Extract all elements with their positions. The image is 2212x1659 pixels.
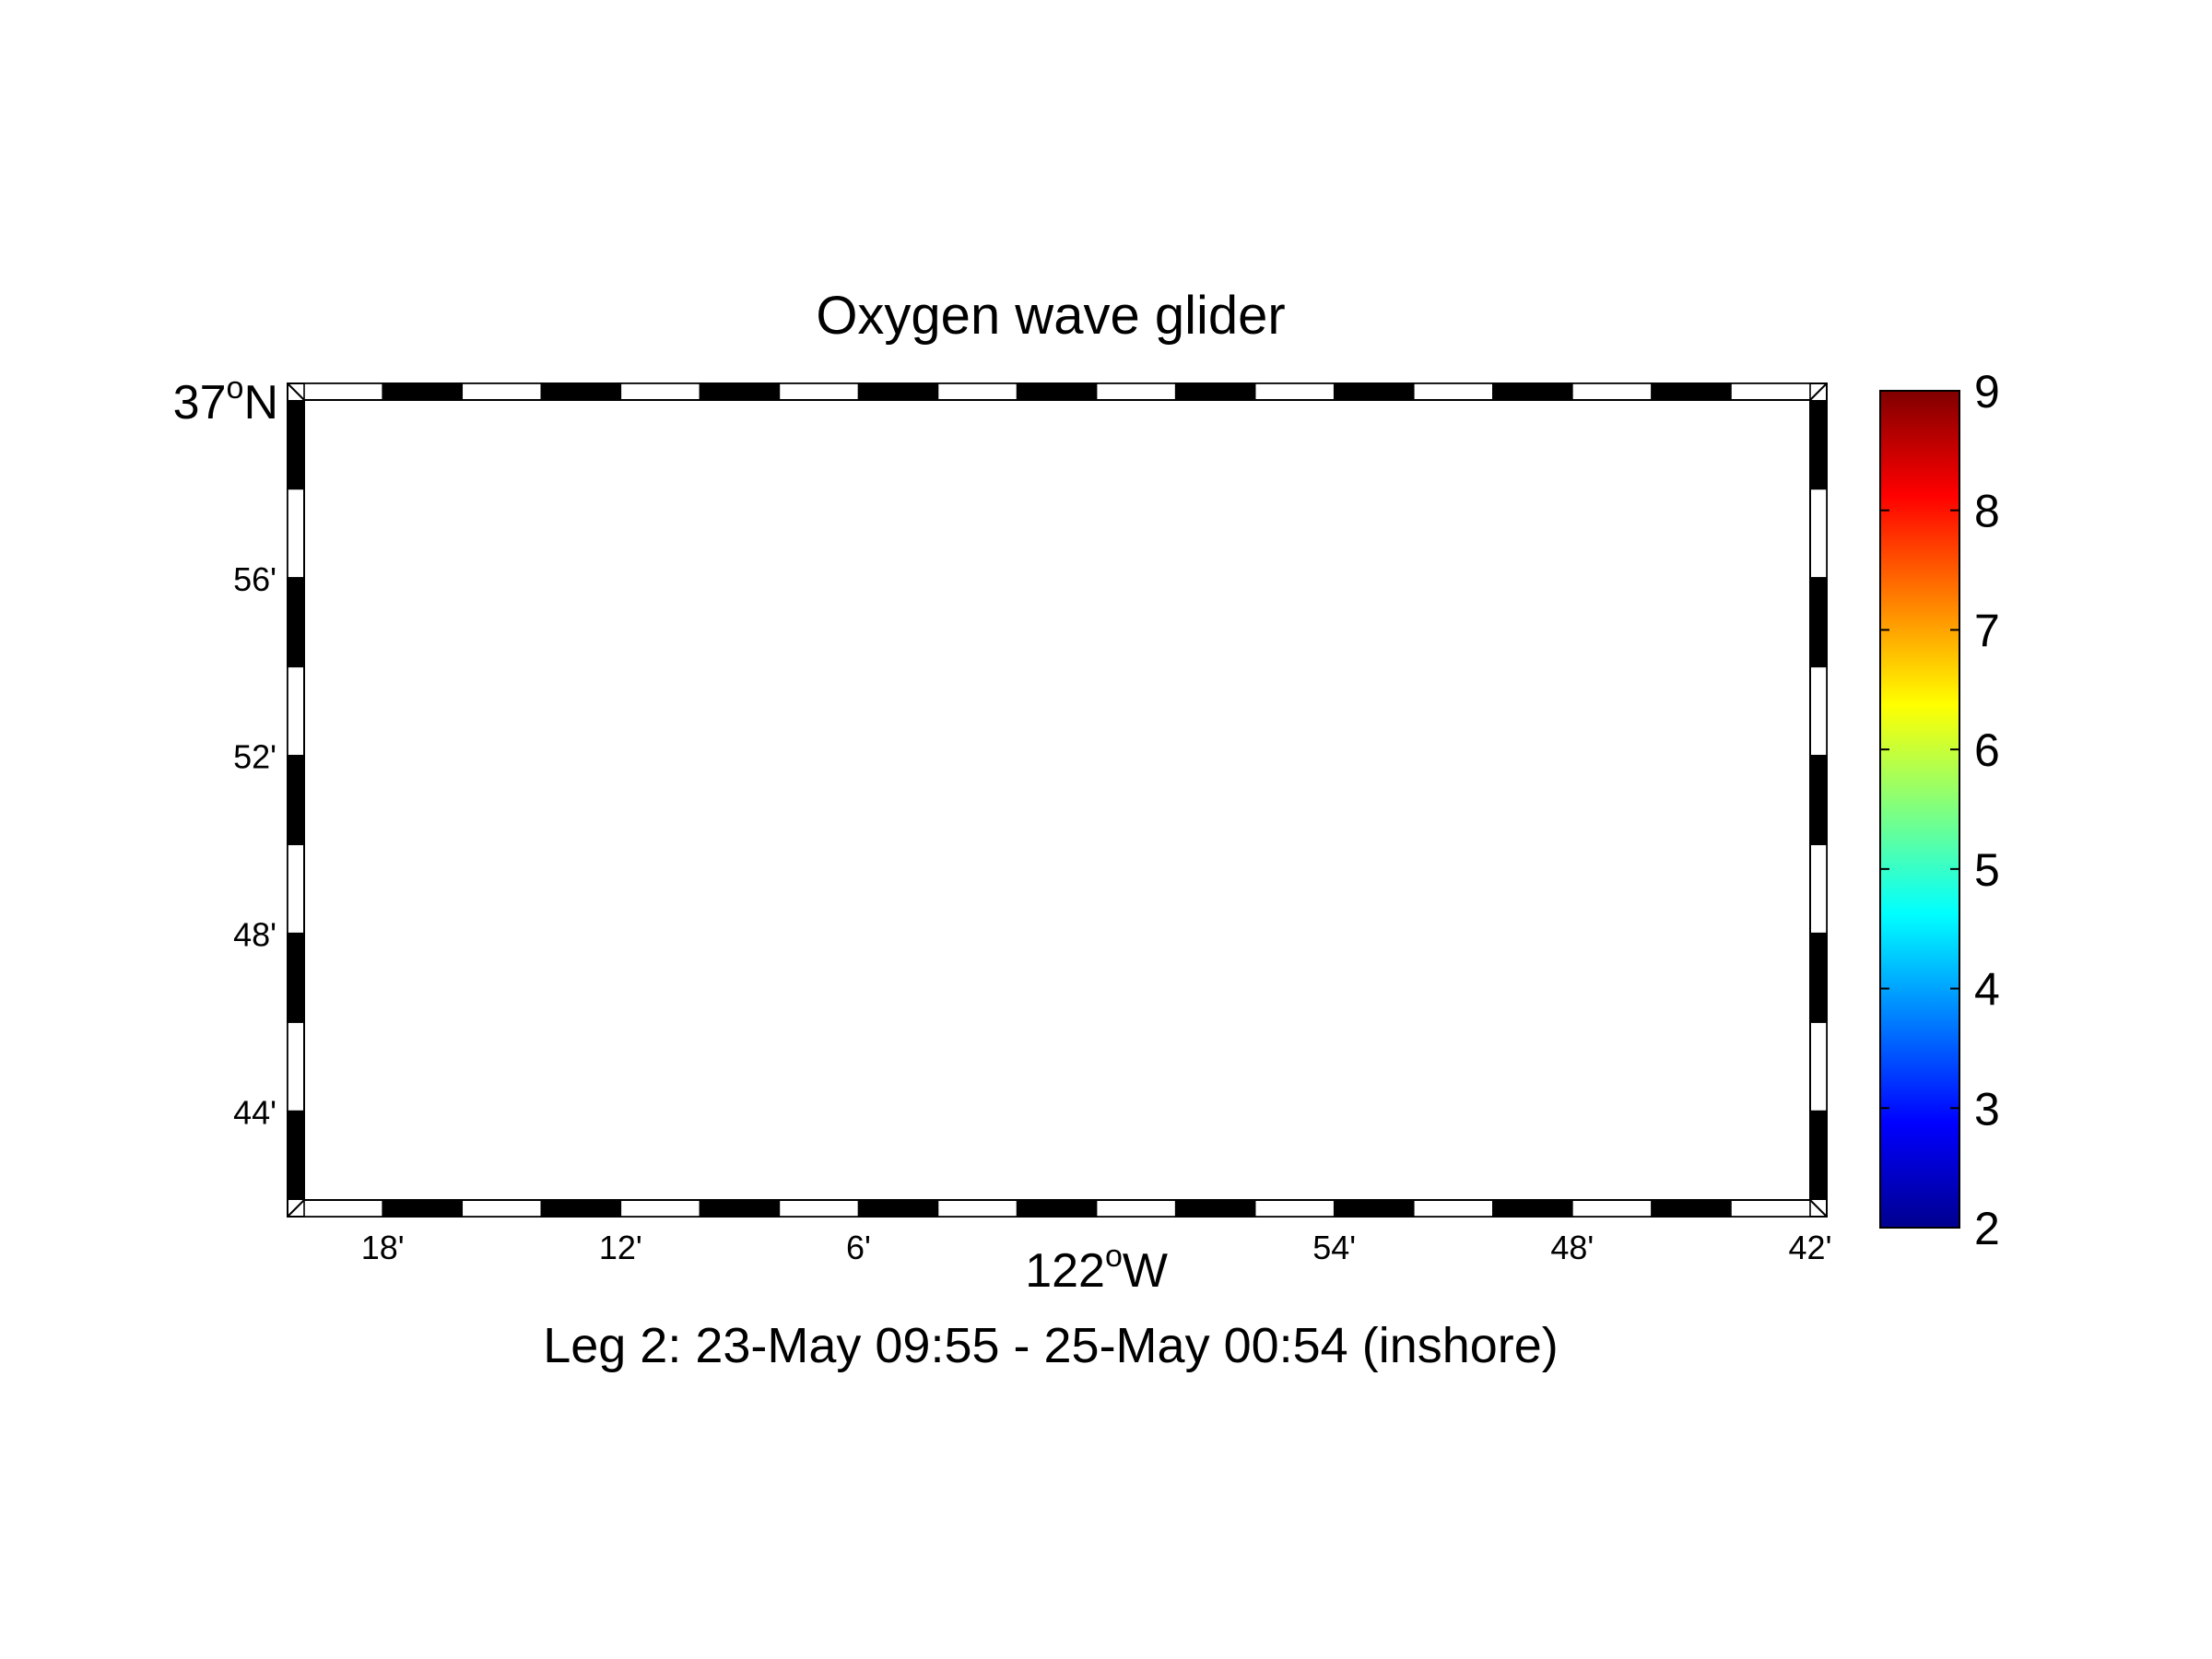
frame-segment-bottom xyxy=(858,1200,938,1217)
lon-tick-label-6: 42' xyxy=(1789,1229,1832,1266)
frame-segment-top xyxy=(1492,383,1572,400)
colorbar-tick-label-3: 5 xyxy=(1974,844,2000,896)
frame-segment-bottom xyxy=(1095,1199,1177,1218)
colorbar-tick-label-7: 9 xyxy=(1974,366,2000,418)
colorbar-tick-label-6: 8 xyxy=(1974,486,2000,537)
frame-segment-top xyxy=(858,383,938,400)
frame-segment-top xyxy=(1017,383,1097,400)
frame-segment-top xyxy=(700,383,780,400)
frame-segment-top xyxy=(1253,382,1335,401)
frame-segment-left xyxy=(287,843,305,935)
frame-segment-top xyxy=(382,383,463,400)
frame-segment-right xyxy=(1810,1111,1827,1200)
frame-segment-top xyxy=(936,382,1018,401)
frame-segment-bottom xyxy=(303,1199,383,1218)
colorbar-tick-label-4: 6 xyxy=(1974,724,2000,776)
frame-segment-bottom xyxy=(1492,1200,1572,1217)
frame-segment-right xyxy=(1810,400,1827,489)
frame-segment-left xyxy=(287,665,305,757)
colorbar: 2 3 4 5 6 7 8 9 xyxy=(1879,366,2000,1254)
frame-segment-bottom xyxy=(936,1199,1018,1218)
frame-segment-left xyxy=(288,1111,304,1200)
frame-segment-top xyxy=(541,383,621,400)
frame-segment-left xyxy=(288,400,304,489)
frame-segment-bottom xyxy=(1017,1200,1097,1217)
frame-segment-right xyxy=(1809,1021,1828,1112)
chart-title: Oxygen wave glider xyxy=(816,286,1285,346)
frame-segment-bottom xyxy=(1571,1199,1653,1218)
frame-segment-left xyxy=(288,755,304,845)
frame-segment-left xyxy=(287,1021,305,1112)
colorbar-tick-label-1: 3 xyxy=(1974,1083,2000,1135)
frame-segment-top xyxy=(1651,383,1731,400)
plot-border xyxy=(303,399,1811,1201)
frame-segment-right xyxy=(1809,843,1828,935)
frame-segment-bottom xyxy=(778,1199,860,1218)
frame-segment-right xyxy=(1809,665,1828,757)
colorbar-ticks: 2 3 4 5 6 7 8 9 xyxy=(1880,366,2000,1254)
colorbar-gradient xyxy=(1879,390,1960,1229)
frame-segment-top xyxy=(1730,382,1811,401)
colorbar-tick-label-0: 2 xyxy=(1974,1203,2000,1254)
frame-corner-3 xyxy=(1809,1199,1828,1218)
frame-segment-top xyxy=(1412,382,1494,401)
lat-tick-label-3: 48' xyxy=(233,916,276,954)
frame-segment-left xyxy=(287,488,305,579)
colorbar-tick-label-5: 7 xyxy=(1974,605,2000,656)
frame-segment-top xyxy=(303,382,383,401)
lat-tick-label-4: 44' xyxy=(233,1094,276,1132)
frame-corner-0 xyxy=(287,382,305,401)
lon-tick-label-5: 48' xyxy=(1550,1229,1594,1266)
frame-segment-top xyxy=(1095,382,1177,401)
frame-segment-bottom xyxy=(1253,1199,1335,1218)
frame-segment-top xyxy=(1175,383,1255,400)
lon-tick-label-1: 12' xyxy=(599,1229,642,1266)
frame-segment-bottom xyxy=(700,1200,780,1217)
lon-tick-label-2: 6' xyxy=(846,1229,871,1266)
frame-segment-top xyxy=(1571,382,1653,401)
chart-subtitle: Leg 2: 23-May 09:55 - 25-May 00:54 (insh… xyxy=(543,1318,1559,1373)
frame-segment-right xyxy=(1810,755,1827,845)
frame-segment-bottom xyxy=(1730,1199,1811,1218)
frame-segment-right xyxy=(1810,577,1827,667)
frame-segment-bottom xyxy=(461,1199,543,1218)
frame-segment-bottom xyxy=(1175,1200,1255,1217)
frame-segment-right xyxy=(1809,488,1828,579)
lon-tick-label-4: 54' xyxy=(1312,1229,1356,1266)
frame-segment-top xyxy=(461,382,543,401)
frame-segment-bottom xyxy=(1334,1200,1414,1217)
map-frame xyxy=(287,382,1828,1218)
frame-segment-top xyxy=(778,382,860,401)
lat-tick-label-1: 56' xyxy=(233,560,276,598)
frame-segment-bottom xyxy=(382,1200,463,1217)
frame-segment-left xyxy=(288,933,304,1023)
lat-tick-label-2: 52' xyxy=(233,738,276,776)
longitude-axis: 18' 12' 6' 122oW 54' 48' 42' xyxy=(361,1229,1832,1298)
frame-segment-bottom xyxy=(541,1200,621,1217)
frame-segment-top xyxy=(1334,383,1414,400)
colorbar-tick-label-2: 4 xyxy=(1974,964,2000,1016)
frame-segment-top xyxy=(619,382,701,401)
frame-corner-2 xyxy=(287,1199,305,1218)
frame-outline xyxy=(287,382,1828,1218)
latitude-axis: 37oN 56' 52' 48' 44' xyxy=(173,371,278,1132)
lat-tick-label-0: 37oN xyxy=(173,371,278,429)
lon-tick-label-0: 18' xyxy=(361,1229,405,1266)
frame-segment-bottom xyxy=(619,1199,701,1218)
frame-segment-right xyxy=(1810,933,1827,1023)
lon-tick-label-3: 122oW xyxy=(1025,1239,1168,1298)
frame-corner-1 xyxy=(1809,382,1828,401)
frame-segment-bottom xyxy=(1412,1199,1494,1218)
frame-segment-left xyxy=(288,577,304,667)
frame-segment-bottom xyxy=(1651,1200,1731,1217)
